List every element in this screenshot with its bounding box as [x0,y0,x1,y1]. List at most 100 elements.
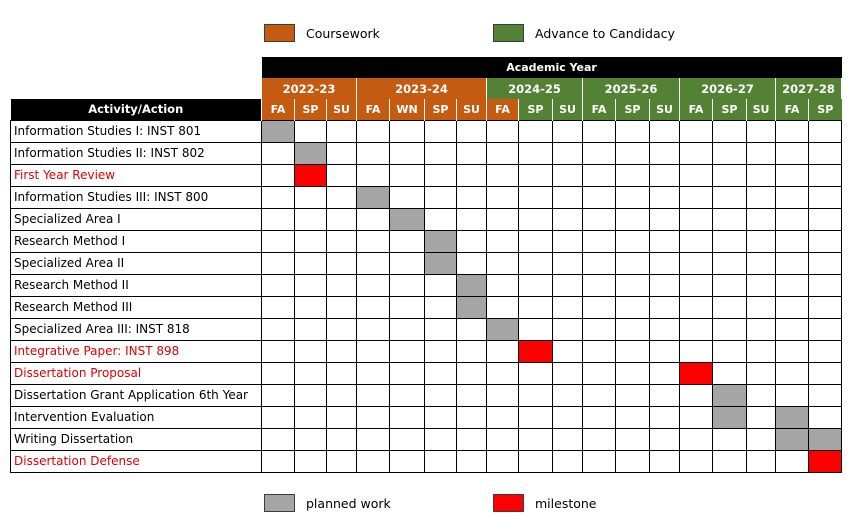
schedule-cell [615,141,650,165]
schedule-cell [294,185,327,209]
semester-header: SP [518,99,553,120]
planned-block [261,119,295,143]
schedule-cell [582,317,616,341]
activity-label: Information Studies II: INST 802 [10,141,262,165]
schedule-cell [649,427,680,451]
schedule-cell [456,119,487,143]
schedule-cell [356,229,390,253]
schedule-cell [326,317,357,341]
schedule-cell [261,449,295,473]
schedule-cell [356,295,390,319]
schedule-cell [775,361,809,385]
schedule-cell [356,141,390,165]
schedule-cell [486,229,519,253]
schedule-cell [615,339,650,363]
planned-block [775,427,809,451]
schedule-cell [424,207,457,231]
schedule-cell [582,383,616,407]
schedule-cell [807,295,843,319]
header-spacer [11,57,262,78]
schedule-cell [294,449,327,473]
schedule-cell [582,229,616,253]
planned-block [486,317,519,341]
schedule-cell [807,251,843,275]
year-header: 2022-23 [261,78,357,99]
schedule-cell [552,141,583,165]
schedule-cell [807,185,843,209]
schedule-cell [649,383,680,407]
activity-row: Research Method III [10,295,843,319]
schedule-cell [649,317,680,341]
schedule-cell [486,427,519,451]
schedule-cell [775,207,809,231]
schedule-cell [615,273,650,297]
planned-block [294,141,327,165]
semester-header: FA [582,99,616,120]
schedule-cell [615,427,650,451]
planned-block [712,405,747,429]
schedule-cell [746,251,776,275]
activity-row: Intervention Evaluation [10,405,843,429]
schedule-cell [679,251,713,275]
activity-row: Information Studies I: INST 801 [10,119,843,143]
schedule-cell [389,119,425,143]
schedule-cell [294,295,327,319]
activity-row: Dissertation Grant Application 6th Year [10,383,843,407]
activity-header: Activity/Action [10,99,262,120]
schedule-cell [456,339,487,363]
schedule-cell [456,163,487,187]
schedule-cell [746,141,776,165]
schedule-cell [424,317,457,341]
schedule-cell [746,229,776,253]
schedule-cell [746,361,776,385]
schedule-cell [261,427,295,451]
schedule-cell [326,119,357,143]
schedule-cell [746,295,776,319]
schedule-cell [294,383,327,407]
activity-label: Research Method III [10,295,262,319]
schedule-cell [424,273,457,297]
planned-block [456,273,487,297]
schedule-cell [389,383,425,407]
year-header: 2027-28 [774,78,843,99]
schedule-cell [552,361,583,385]
schedule-cell [389,449,425,473]
schedule-cell [807,119,843,143]
schedule-cell [615,295,650,319]
schedule-cell [424,427,457,451]
schedule-cell [775,185,809,209]
schedule-cell [294,273,327,297]
milestone-block [679,361,713,385]
schedule-cell [552,185,583,209]
semester-header: SP [615,99,650,120]
schedule-cell [712,295,747,319]
schedule-cell [649,119,680,143]
schedule-cell [615,229,650,253]
semester-header: SU [326,99,357,120]
schedule-cell [261,229,295,253]
schedule-cell [807,317,843,341]
schedule-cell [615,405,650,429]
schedule-cell [389,339,425,363]
schedule-cell [294,317,327,341]
schedule-cell [552,339,583,363]
schedule-cell [712,141,747,165]
schedule-cell [456,383,487,407]
schedule-cell [326,251,357,275]
legend-milestone: milestone [493,494,597,512]
schedule-cell [356,339,390,363]
milestone-block [518,339,553,363]
schedule-cell [712,185,747,209]
year-header: 2024-25 [486,78,583,99]
schedule-cell [326,207,357,231]
schedule-cell [294,207,327,231]
year-spacer [11,78,262,99]
schedule-cell [775,273,809,297]
activity-label: Information Studies III: INST 800 [10,185,262,209]
schedule-cell [356,207,390,231]
academic-year-header: Academic Year [261,57,842,78]
schedule-cell [294,361,327,385]
schedule-cell [456,405,487,429]
schedule-cell [582,163,616,187]
schedule-cell [679,119,713,143]
